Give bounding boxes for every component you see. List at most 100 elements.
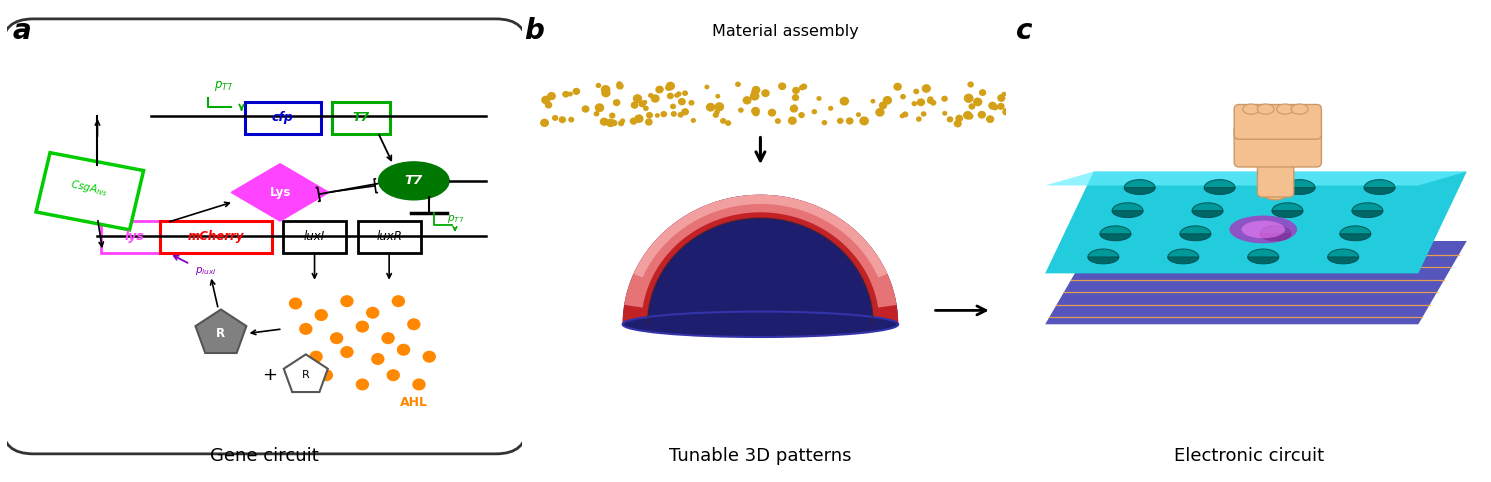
Circle shape bbox=[666, 93, 674, 99]
Circle shape bbox=[330, 332, 343, 344]
Circle shape bbox=[856, 112, 860, 117]
Polygon shape bbox=[195, 309, 246, 353]
Circle shape bbox=[792, 87, 801, 94]
Circle shape bbox=[382, 332, 395, 344]
Ellipse shape bbox=[1291, 104, 1308, 114]
Polygon shape bbox=[1272, 203, 1303, 211]
Circle shape bbox=[822, 120, 828, 125]
Circle shape bbox=[1003, 108, 1008, 113]
Circle shape bbox=[681, 91, 687, 96]
FancyBboxPatch shape bbox=[332, 102, 391, 134]
Circle shape bbox=[568, 117, 574, 122]
Circle shape bbox=[963, 94, 974, 103]
Text: Gene circuit: Gene circuit bbox=[210, 447, 319, 465]
Circle shape bbox=[340, 295, 353, 307]
Text: Electronic circuit: Electronic circuit bbox=[1173, 447, 1324, 465]
Text: c: c bbox=[1017, 16, 1033, 44]
Circle shape bbox=[751, 86, 760, 94]
Circle shape bbox=[620, 119, 625, 123]
Polygon shape bbox=[634, 195, 887, 278]
Circle shape bbox=[716, 94, 720, 98]
Circle shape bbox=[669, 104, 675, 109]
Circle shape bbox=[930, 100, 936, 106]
Polygon shape bbox=[1364, 188, 1396, 194]
Circle shape bbox=[681, 108, 689, 116]
Polygon shape bbox=[1112, 203, 1144, 211]
Circle shape bbox=[386, 369, 400, 381]
Circle shape bbox=[661, 111, 666, 117]
Circle shape bbox=[656, 86, 663, 93]
Circle shape bbox=[921, 84, 930, 93]
Circle shape bbox=[665, 84, 672, 91]
Circle shape bbox=[655, 113, 661, 118]
Circle shape bbox=[541, 95, 550, 104]
Circle shape bbox=[601, 89, 611, 97]
Polygon shape bbox=[1100, 234, 1132, 241]
Circle shape bbox=[871, 99, 875, 104]
Circle shape bbox=[969, 103, 975, 110]
Polygon shape bbox=[1179, 234, 1211, 241]
Polygon shape bbox=[1191, 203, 1223, 211]
Circle shape bbox=[762, 89, 769, 97]
Circle shape bbox=[643, 106, 649, 111]
Circle shape bbox=[675, 91, 681, 96]
Polygon shape bbox=[1205, 180, 1235, 188]
Polygon shape bbox=[1088, 257, 1118, 264]
Circle shape bbox=[632, 94, 643, 103]
Circle shape bbox=[753, 109, 759, 117]
Circle shape bbox=[963, 111, 972, 120]
Text: R: R bbox=[216, 327, 225, 340]
Circle shape bbox=[941, 95, 948, 102]
Circle shape bbox=[743, 96, 751, 105]
Polygon shape bbox=[1088, 249, 1118, 257]
Circle shape bbox=[714, 109, 720, 115]
Text: $p_{luxI}$: $p_{luxI}$ bbox=[195, 265, 216, 277]
Circle shape bbox=[599, 118, 608, 126]
Ellipse shape bbox=[1242, 104, 1260, 114]
Circle shape bbox=[1002, 92, 1006, 96]
Text: +: + bbox=[262, 366, 277, 384]
Circle shape bbox=[927, 96, 933, 102]
Polygon shape bbox=[1260, 234, 1291, 241]
Circle shape bbox=[595, 83, 601, 88]
Polygon shape bbox=[1272, 211, 1303, 217]
Text: b: b bbox=[525, 16, 544, 44]
Circle shape bbox=[674, 93, 680, 98]
Polygon shape bbox=[1191, 211, 1223, 217]
Ellipse shape bbox=[1242, 221, 1285, 238]
Circle shape bbox=[356, 321, 370, 333]
Polygon shape bbox=[1045, 172, 1467, 186]
Circle shape bbox=[562, 91, 570, 97]
Polygon shape bbox=[1179, 226, 1211, 234]
Circle shape bbox=[738, 107, 744, 113]
Circle shape bbox=[751, 90, 757, 96]
Polygon shape bbox=[1045, 241, 1467, 324]
Circle shape bbox=[544, 102, 552, 108]
Circle shape bbox=[617, 120, 625, 126]
Circle shape bbox=[751, 107, 760, 115]
Polygon shape bbox=[1327, 257, 1358, 264]
Circle shape bbox=[912, 89, 920, 94]
Circle shape bbox=[593, 111, 599, 117]
Circle shape bbox=[778, 82, 786, 90]
Circle shape bbox=[690, 118, 696, 123]
Circle shape bbox=[911, 101, 917, 106]
Circle shape bbox=[902, 111, 908, 118]
Circle shape bbox=[289, 297, 303, 309]
Polygon shape bbox=[231, 164, 330, 221]
FancyBboxPatch shape bbox=[1235, 125, 1321, 167]
Circle shape bbox=[705, 103, 716, 112]
Ellipse shape bbox=[623, 311, 898, 337]
Circle shape bbox=[792, 94, 799, 101]
Circle shape bbox=[613, 99, 620, 106]
Circle shape bbox=[836, 118, 844, 124]
Circle shape bbox=[997, 103, 1005, 110]
Ellipse shape bbox=[1276, 104, 1294, 114]
Circle shape bbox=[677, 112, 684, 118]
FancyBboxPatch shape bbox=[36, 153, 143, 230]
Circle shape bbox=[884, 98, 890, 104]
Circle shape bbox=[798, 112, 805, 118]
Circle shape bbox=[671, 111, 677, 117]
Circle shape bbox=[552, 115, 558, 121]
Circle shape bbox=[595, 103, 604, 112]
